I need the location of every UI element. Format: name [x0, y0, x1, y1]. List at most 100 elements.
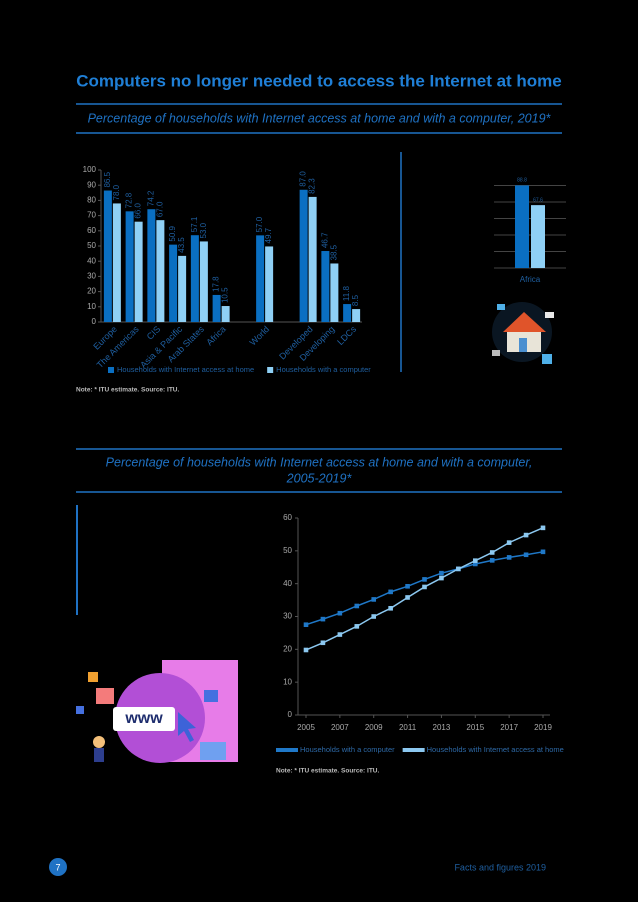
bar: [321, 251, 330, 322]
bar: [265, 246, 274, 322]
point: [354, 603, 360, 609]
point: [540, 525, 546, 531]
point: [337, 632, 343, 637]
note: Note: * ITU estimate. Source: ITU.: [76, 387, 179, 394]
x-tick-label: 2011: [399, 723, 417, 732]
point: [405, 583, 410, 589]
value-label: 72.8: [125, 192, 134, 208]
point: [303, 622, 309, 628]
value-label: 74.2: [146, 190, 155, 206]
point: [523, 552, 529, 558]
bar: [531, 205, 545, 268]
legend-swatch: [267, 367, 274, 373]
point: [388, 605, 393, 611]
value-label: 8.5: [351, 294, 360, 306]
x-tick-label: 2015: [466, 723, 484, 732]
bar: [190, 235, 199, 322]
point: [422, 584, 427, 590]
value-label: 57.0: [255, 216, 264, 232]
value-label: 46.7: [320, 232, 329, 248]
subtitle: 2005-2019*: [286, 471, 353, 485]
y-tick-label: 30: [283, 612, 292, 621]
value-label: 11.8: [342, 286, 351, 302]
footer-text: Facts and figures 2019: [454, 862, 546, 872]
page-badge: [49, 858, 67, 876]
bar: [515, 185, 529, 268]
y-tick-label: 20: [283, 644, 292, 653]
point: [472, 558, 478, 563]
bar: [199, 241, 208, 322]
value-label: 50.9: [168, 226, 177, 242]
y-tick-label: 80: [87, 196, 96, 205]
legend-label: Households with Internet access at home: [117, 365, 254, 374]
point: [472, 561, 478, 567]
x-tick-label: 2019: [534, 723, 552, 732]
bar: [169, 244, 178, 322]
y-tick-label: 0: [92, 317, 97, 326]
value-label: 38.5: [329, 244, 338, 260]
point: [456, 566, 461, 572]
value-label: 66.0: [134, 203, 143, 219]
bar: [256, 235, 265, 322]
bar: [178, 255, 187, 322]
subtitle: Percentage of households with Internet a…: [106, 455, 533, 469]
value-label: 49.7: [264, 227, 273, 243]
x-tick-label: 2005: [297, 723, 315, 732]
title: Computers no longer needed to access the…: [76, 71, 562, 90]
point: [506, 540, 512, 545]
bar: [147, 209, 156, 322]
y-tick-label: 100: [83, 165, 97, 174]
value-label: 10.5: [221, 287, 230, 303]
bar: [125, 211, 134, 322]
illustration: www: [76, 660, 238, 763]
value-label: 17.8: [212, 276, 221, 292]
x-tick-label: 2013: [433, 723, 451, 732]
point: [489, 550, 495, 555]
subtitle: Percentage of households with Internet a…: [88, 111, 552, 125]
y-tick-label: 90: [87, 180, 96, 189]
y-tick-label: 60: [283, 513, 292, 522]
point: [439, 570, 444, 576]
value-label: 78.0: [112, 184, 121, 200]
point: [489, 558, 495, 563]
bar: [343, 304, 352, 322]
value-label: 86.5: [103, 171, 112, 187]
bar: [352, 309, 361, 322]
point: [371, 597, 377, 602]
point: [540, 549, 546, 555]
y-tick-label: 20: [87, 287, 96, 296]
bar: [221, 306, 230, 322]
value-label: 88.8: [517, 178, 527, 184]
point: [303, 647, 309, 653]
y-tick-label: 10: [283, 677, 292, 686]
y-tick-label: 40: [87, 256, 96, 265]
point: [405, 595, 410, 600]
value-label: 53.0: [199, 222, 208, 238]
y-tick-label: 0: [288, 710, 293, 719]
bar: [134, 221, 143, 322]
page-number: 7: [55, 862, 60, 872]
bar: [308, 196, 317, 322]
point: [506, 555, 512, 560]
value-label: 67.6: [533, 197, 543, 203]
x-tick-label: 2017: [500, 723, 518, 732]
value-label: 67.0: [155, 201, 164, 217]
bar: [212, 294, 221, 322]
point: [422, 577, 427, 582]
point: [439, 575, 444, 581]
y-tick-label: 50: [87, 241, 96, 250]
y-tick-label: 40: [283, 579, 292, 588]
x-tick-label: Africa: [520, 275, 541, 284]
value-label: 57.1: [190, 216, 199, 232]
legend-label: Households with a computer: [300, 745, 395, 754]
legend-swatch: [108, 367, 114, 373]
point: [320, 616, 326, 622]
legend-label: Households with a computer: [276, 365, 371, 374]
point: [337, 610, 343, 616]
y-tick-label: 70: [87, 211, 96, 220]
x-tick-label: 2007: [331, 723, 349, 732]
y-tick-label: 10: [87, 302, 96, 311]
